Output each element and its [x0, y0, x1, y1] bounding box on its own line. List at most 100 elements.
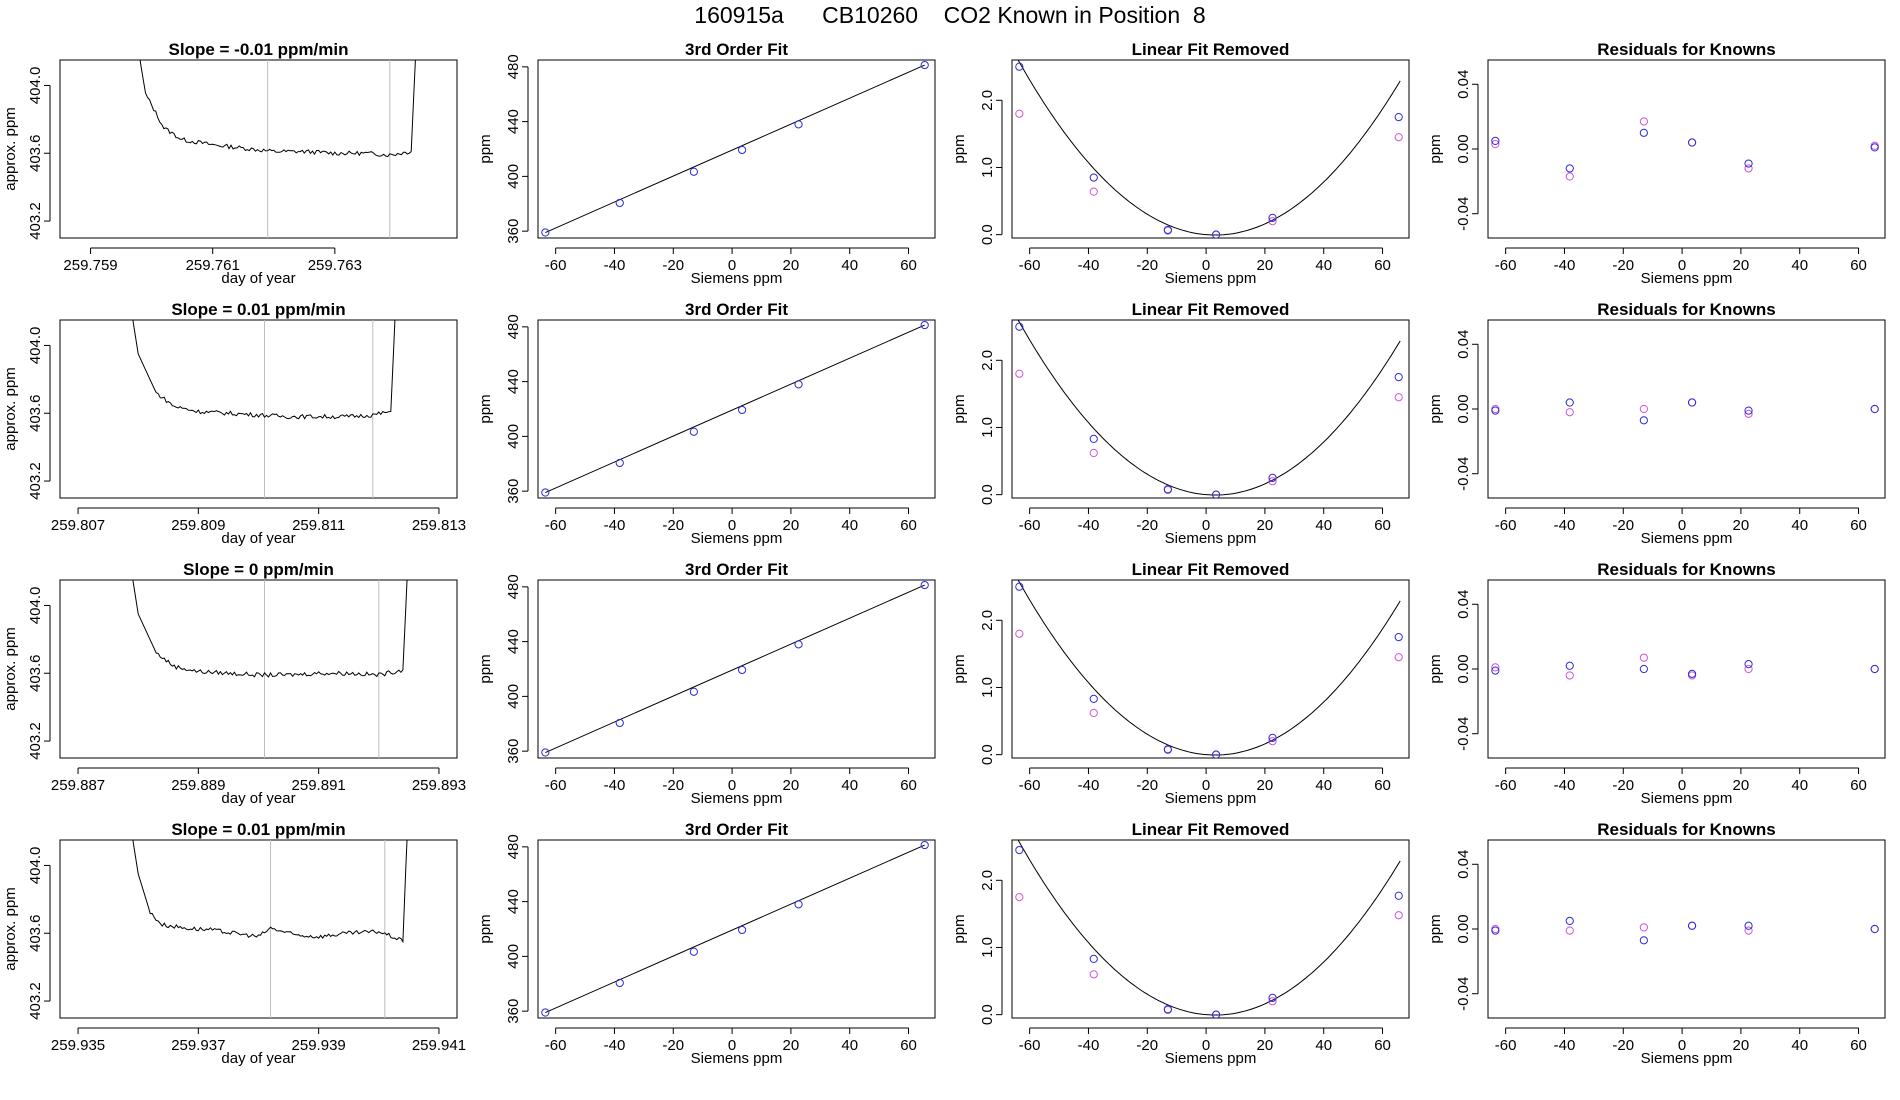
data-point-blue [1394, 891, 1403, 900]
panel-title: Residuals for Knowns [1597, 560, 1776, 579]
data-point-blue [1089, 434, 1098, 443]
data-point-blue [1015, 845, 1024, 855]
data-point-blue [1015, 322, 1024, 331]
x-tick-label: -60 [1495, 517, 1517, 534]
x-axis-label: day of year [221, 1050, 295, 1067]
x-tick-label: 0 [728, 777, 736, 794]
data-point-blue [1015, 62, 1024, 71]
x-tick-label: 20 [783, 1037, 800, 1054]
panel-title: Linear Fit Removed [1132, 820, 1290, 839]
x-tick-label: 20 [1733, 517, 1750, 534]
x-tick-label: 259.937 [171, 1037, 225, 1054]
plot-area [1491, 916, 1879, 945]
plot-frame [1011, 319, 1410, 499]
x-tick-label: 40 [1315, 517, 1332, 534]
panel-title: Slope = 0 ppm/min [183, 560, 334, 579]
y-tick-label: 404.0 [27, 587, 44, 625]
panel-2-1: 3rd Order Fit -60 -40 -20 0 20 40 60 Siemens ppm… [477, 40, 936, 287]
panel-3-2: Linear Fit Removed -60 -40 -20 0 20 40 60 Siemen… [951, 300, 1410, 547]
y-tick-label: 400 [505, 424, 522, 449]
data-point-blue [1639, 128, 1648, 137]
y-tick-label: 480 [505, 834, 522, 859]
y-tick-label: 0.0 [979, 1004, 996, 1025]
y-axis-label: ppm [1427, 134, 1444, 163]
y-axis-label: ppm [951, 654, 968, 683]
y-tick-label: 0.0 [979, 484, 996, 505]
x-tick-label: -40 [1554, 517, 1576, 534]
y-axis-label: approx. ppm [2, 627, 19, 710]
plot-area [139, 60, 416, 238]
y-tick-label: 0.0 [979, 744, 996, 765]
data-point-magenta [1744, 164, 1753, 173]
y-tick-label: 0.04 [1455, 850, 1472, 879]
data-point [541, 748, 550, 757]
x-tick-label: 60 [1374, 517, 1391, 534]
x-tick-label: 20 [1733, 777, 1750, 794]
x-axis-label: day of year [221, 530, 295, 547]
concentration-trace [132, 580, 408, 678]
data-point-blue [1268, 473, 1277, 482]
x-tick-label: 0 [1202, 517, 1210, 534]
panel-3-1: Linear Fit Removed -60 -40 -20 0 20 40 60 Siemen… [951, 40, 1410, 287]
data-point [689, 947, 698, 956]
plot-frame [1487, 319, 1886, 499]
x-tick-label: 20 [783, 777, 800, 794]
x-tick-label: -20 [1136, 517, 1158, 534]
y-tick-label: 403.6 [27, 134, 44, 172]
y-tick-label: 440 [505, 109, 522, 134]
data-point-blue [1565, 398, 1574, 407]
data-point-magenta [1268, 217, 1277, 226]
data-point-blue [1211, 230, 1221, 238]
x-axis-label: Siemens ppm [1641, 270, 1733, 287]
x-tick-label: 0 [1202, 257, 1210, 274]
x-tick-label: -60 [1495, 777, 1517, 794]
data-point-blue [1268, 733, 1277, 742]
x-tick-label: 20 [1257, 777, 1274, 794]
y-axis-label: approx. ppm [2, 107, 19, 190]
y-tick-label: 1.0 [979, 417, 996, 438]
y-tick-label: 0.00 [1455, 134, 1472, 163]
x-tick-label: 0 [728, 517, 736, 534]
panel-title: Slope = -0.01 ppm/min [169, 40, 349, 59]
y-axis-label: ppm [951, 914, 968, 943]
plot-area [132, 840, 408, 1018]
x-tick-label: 40 [841, 257, 858, 274]
y-tick-label: 360 [505, 739, 522, 764]
x-tick-label: 60 [1850, 777, 1867, 794]
data-point [689, 687, 698, 696]
data-point [689, 427, 698, 436]
panel-title: 3rd Order Fit [685, 40, 788, 59]
x-tick-label: -60 [545, 777, 567, 794]
x-tick-label: 0 [1678, 517, 1686, 534]
x-tick-label: 60 [1850, 517, 1867, 534]
x-tick-label: -20 [1136, 1037, 1158, 1054]
y-tick-label: -0.04 [1455, 977, 1472, 1011]
y-axis-label: ppm [951, 394, 968, 423]
data-point-magenta [1089, 708, 1098, 718]
panel-title: Residuals for Knowns [1597, 300, 1776, 319]
data-point-magenta [1565, 408, 1574, 417]
x-tick-label: 259.891 [292, 777, 346, 794]
data-point-magenta [1268, 737, 1277, 746]
x-tick-label: 60 [900, 517, 917, 534]
data-point-blue [1015, 582, 1024, 591]
data-point-blue [1744, 159, 1753, 168]
x-tick-label: 20 [1257, 257, 1274, 274]
data-point [920, 580, 929, 590]
data-point-blue [1163, 225, 1172, 235]
y-tick-label: 480 [505, 314, 522, 339]
data-point-magenta [1687, 671, 1697, 680]
x-tick-label: 60 [1374, 1037, 1391, 1054]
data-point-blue [1744, 921, 1753, 930]
data-point-blue [1870, 664, 1879, 674]
data-point-blue [1870, 404, 1879, 414]
data-point-magenta [1015, 629, 1024, 638]
data-point-magenta [1089, 970, 1098, 979]
plot-area [541, 580, 929, 757]
x-tick-label: 259.759 [63, 257, 117, 274]
x-tick-label: -20 [1612, 777, 1634, 794]
panel-title: Slope = 0.01 ppm/min [171, 820, 345, 839]
y-axis-label: ppm [477, 914, 494, 943]
x-tick-label: -40 [604, 777, 626, 794]
plot-area [1015, 840, 1403, 1018]
